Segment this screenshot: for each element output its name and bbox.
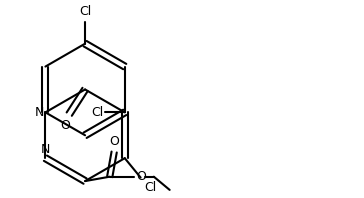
Text: Cl: Cl <box>144 181 157 194</box>
Text: O: O <box>60 119 70 131</box>
Text: Cl: Cl <box>91 106 104 119</box>
Text: Cl: Cl <box>79 5 91 18</box>
Text: N: N <box>41 143 50 156</box>
Text: O: O <box>136 170 146 183</box>
Text: O: O <box>109 135 119 148</box>
Text: N: N <box>34 106 44 119</box>
